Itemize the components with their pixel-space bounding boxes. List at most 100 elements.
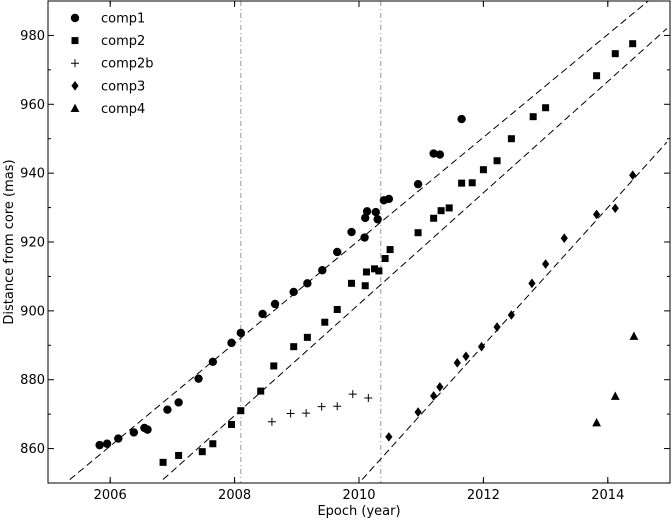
- y-tick-label: 880: [20, 373, 45, 388]
- data-point: [507, 135, 515, 143]
- data-point: [381, 255, 389, 263]
- y-tick-label: 960: [20, 98, 45, 113]
- legend-label: comp1: [101, 12, 145, 27]
- data-point: [437, 207, 445, 215]
- data-point: [333, 247, 342, 257]
- legend-marker-comp4: [70, 103, 80, 112]
- y-tick-label: 940: [20, 167, 45, 182]
- data-point: [303, 333, 311, 341]
- data-point: [163, 405, 172, 414]
- fit-lines: [69, 0, 668, 480]
- data-point: [542, 259, 550, 269]
- legend-label: comp3: [101, 79, 145, 94]
- legend-label: comp2: [101, 34, 145, 49]
- legend-label: comp4: [101, 102, 145, 117]
- data-point: [333, 305, 341, 313]
- data-point: [385, 432, 393, 442]
- fit-line: [69, 0, 649, 480]
- data-point: [560, 233, 568, 244]
- data-point: [457, 114, 466, 124]
- data-point: [462, 351, 470, 362]
- data-point: [414, 407, 422, 417]
- series-comp2: [159, 40, 637, 466]
- data-point: [435, 150, 445, 159]
- data-point: [267, 417, 276, 426]
- data-point: [360, 233, 369, 242]
- data-point: [479, 166, 487, 174]
- data-point: [114, 434, 123, 443]
- fit-line: [361, 141, 668, 480]
- y-tick-label: 920: [20, 236, 45, 251]
- data-point: [159, 458, 167, 466]
- data-point: [303, 279, 312, 288]
- y-tick-label: 860: [20, 442, 45, 457]
- data-point: [493, 322, 501, 332]
- data-point: [436, 382, 444, 392]
- legend: comp1 comp2 comp2b comp3 comp4: [70, 12, 154, 117]
- data-point: [610, 391, 620, 400]
- x-tick-label: 2010: [342, 488, 375, 503]
- data-point: [198, 448, 206, 456]
- x-tick-label: 2012: [467, 488, 500, 503]
- data-point: [373, 215, 382, 224]
- plot-frame: [47, 0, 671, 484]
- data-point: [371, 265, 379, 273]
- data-point: [95, 440, 104, 450]
- y-tick-label: 900: [20, 304, 45, 319]
- data-point: [321, 318, 329, 326]
- legend-marker-comp2: [71, 37, 79, 45]
- data-point: [413, 179, 423, 189]
- data-point: [430, 214, 438, 222]
- data-point: [286, 409, 295, 418]
- data-point: [318, 266, 327, 275]
- data-point: [129, 428, 139, 437]
- fit-line: [162, 28, 668, 480]
- data-point: [384, 194, 394, 204]
- data-point: [542, 104, 550, 112]
- x-tick-label: 2006: [94, 488, 127, 503]
- data-point: [143, 425, 152, 434]
- series-comp1: [95, 114, 466, 450]
- data-point: [258, 309, 267, 319]
- data-point: [209, 440, 217, 448]
- data-point: [290, 343, 298, 351]
- data-point: [364, 393, 373, 402]
- legend-label: comp2b: [101, 57, 154, 72]
- data-point: [227, 338, 236, 348]
- data-point: [270, 299, 280, 309]
- data-point: [430, 391, 438, 401]
- data-point: [529, 113, 537, 121]
- data-point: [175, 451, 183, 459]
- data-point: [414, 229, 422, 237]
- data-point: [593, 209, 601, 220]
- series-comp4: [592, 331, 639, 427]
- data-point: [208, 357, 218, 367]
- y-axis-ticks: 860 880 900 920 940 960 980: [20, 0, 670, 484]
- data-point: [445, 204, 453, 212]
- data-point: [507, 310, 515, 320]
- data-point: [371, 207, 380, 217]
- data-point: [362, 268, 370, 276]
- data-point: [317, 402, 326, 411]
- data-point: [375, 267, 383, 275]
- data-point: [629, 170, 637, 181]
- data-point: [194, 374, 203, 383]
- data-point: [611, 50, 619, 58]
- data-point: [174, 398, 183, 407]
- data-point: [348, 279, 356, 287]
- data-point: [629, 40, 637, 48]
- data-point: [429, 149, 438, 158]
- data-point: [361, 213, 370, 223]
- x-tick-label: 2008: [218, 488, 251, 503]
- data-point: [629, 331, 639, 340]
- legend-marker-comp2b: [71, 59, 79, 68]
- y-axis-title: Distance from core (mas): [2, 159, 17, 324]
- series-comp2b: [267, 390, 373, 426]
- x-axis-ticks: 2006 2008 2010 2012 2014: [94, 1, 624, 503]
- data-point: [611, 203, 619, 214]
- x-tick-label: 2014: [591, 488, 624, 503]
- data-point: [257, 387, 265, 395]
- data-point: [236, 328, 246, 338]
- data-point: [362, 207, 372, 216]
